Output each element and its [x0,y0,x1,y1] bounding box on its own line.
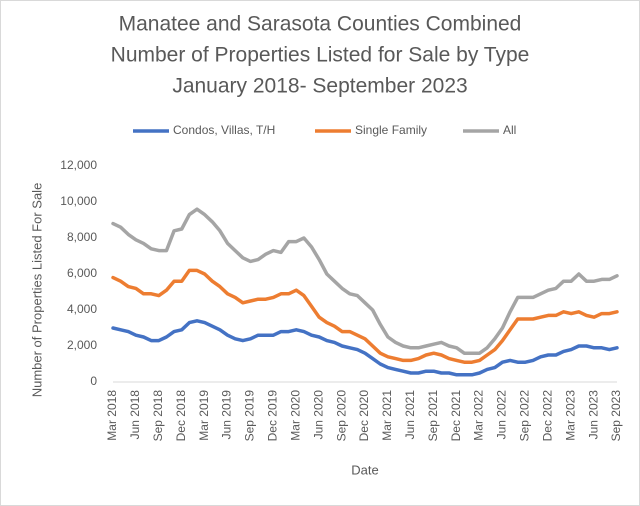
x-tick-label: Mar 2023 [563,390,577,441]
y-tick-label: 12,000 [60,158,97,172]
x-tick-label: Jun 2020 [311,390,325,440]
x-tick-label: Sep 2021 [426,390,440,442]
x-tick-label: Mar 2020 [288,390,302,441]
x-tick-label: Sep 2022 [518,390,532,442]
y-axis-label: Number of Properties Listed For Sale [29,183,44,398]
y-tick-label: 8,000 [67,230,97,244]
y-tick-label: 10,000 [60,194,97,208]
y-tick-label: 2,000 [67,338,97,352]
x-tick-label: Jun 2023 [586,390,600,440]
x-tick-label: Jun 2019 [220,390,234,440]
x-tick-label: Mar 2019 [197,390,211,441]
x-tick-label: Dec 2022 [540,390,554,442]
x-tick-label: Jun 2022 [495,390,509,440]
x-tick-label: Dec 2021 [449,390,463,442]
x-tick-label: Sep 2019 [243,390,257,442]
x-tick-label: Mar 2022 [472,390,486,441]
series-line [111,319,619,377]
x-tick-label: Dec 2020 [357,390,371,442]
y-tick-label: 0 [90,374,97,388]
x-tick-label: Jun 2018 [128,390,142,440]
x-tick-label: Dec 2019 [266,390,280,442]
x-axis-label: Date [351,462,378,477]
x-tick-label: Sep 2020 [334,390,348,442]
chart-title: January 2018- September 2023 [172,75,467,98]
y-tick-label: 4,000 [67,302,97,316]
x-tick-label: Mar 2018 [105,390,119,441]
x-tick-label: Dec 2018 [174,390,188,442]
x-tick-label: Jun 2021 [403,390,417,440]
y-tick-label: 6,000 [67,266,97,280]
legend-label: Condos, Villas, T/H [173,123,275,137]
chart-title: Manatee and Sarasota Counties Combined [119,13,522,36]
legend-label: Single Family [355,123,427,137]
legend-label: All [503,123,516,137]
x-tick-label: Sep 2023 [609,390,623,442]
chart-title: Number of Properties Listed for Sale by … [111,44,530,67]
x-tick-label: Mar 2021 [380,390,394,441]
series-line [111,268,619,364]
series-line [111,207,619,355]
x-tick-label: Sep 2018 [151,390,165,442]
